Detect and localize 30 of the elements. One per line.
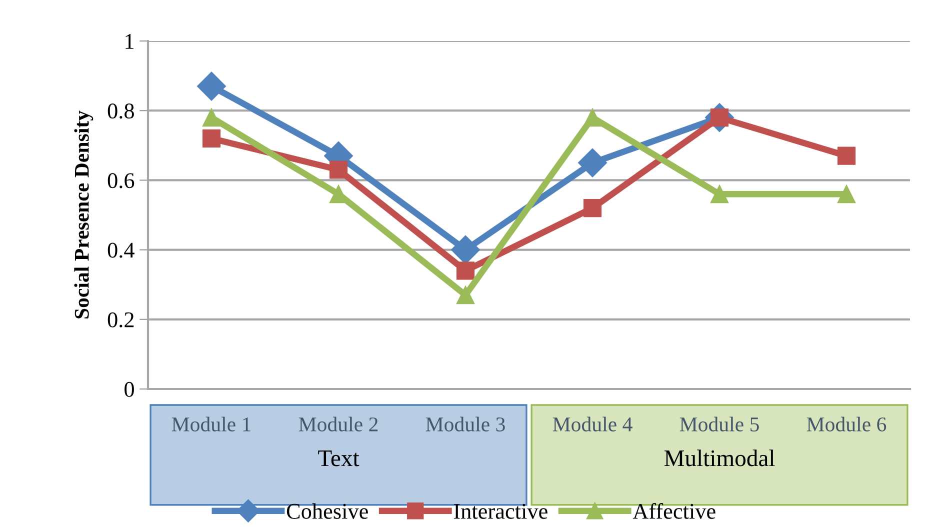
legend-label: Cohesive	[286, 503, 368, 519]
point	[202, 129, 221, 148]
point	[578, 148, 607, 178]
point	[837, 146, 856, 165]
point	[456, 286, 475, 304]
y-tick-label: 0.6	[108, 173, 134, 188]
x-tick-label: Module 5	[680, 416, 759, 432]
y-tick-label: 0.8	[108, 104, 134, 119]
x-tick-label: Module 3	[426, 416, 505, 432]
y-tick-label: 0	[124, 382, 134, 397]
x-tick-label: Module 2	[298, 416, 378, 432]
point	[202, 108, 221, 127]
point	[329, 160, 348, 179]
y-tick-label: 0.4	[108, 242, 134, 258]
point	[583, 108, 602, 127]
legend-label: Affective	[632, 503, 716, 519]
x-tick-label: Module 1	[172, 416, 250, 432]
text: Multimodal	[664, 450, 775, 466]
point	[710, 185, 729, 204]
x-tick-label: Module 4	[552, 416, 632, 432]
point	[456, 262, 475, 280]
point	[837, 185, 856, 204]
y-axis-title: Social Presence Density	[74, 110, 94, 318]
x-tick-label: Module 6	[806, 416, 886, 432]
legend-label: Interactive	[454, 504, 548, 519]
point	[197, 72, 226, 101]
text: Text	[318, 450, 360, 466]
y-tick-label: 1	[126, 34, 134, 49]
point	[583, 199, 602, 218]
y-tick-label: 0.2	[108, 312, 134, 328]
